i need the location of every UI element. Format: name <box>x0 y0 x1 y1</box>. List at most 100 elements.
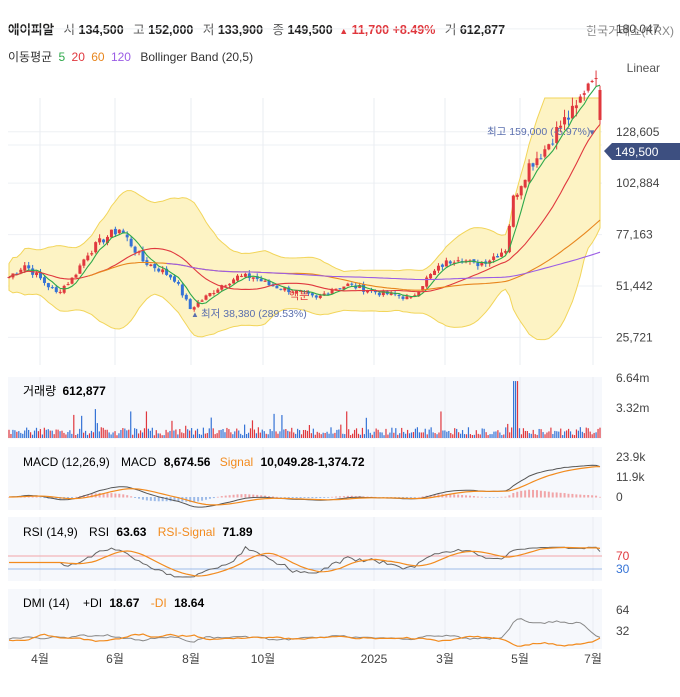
candle-body <box>283 287 287 291</box>
volume-bar <box>240 433 242 438</box>
volume-bar <box>560 428 562 438</box>
volume-bar <box>446 431 448 438</box>
x-tick-label: 4월 <box>31 652 49 666</box>
volume-bar <box>352 433 354 438</box>
volume-bar <box>526 431 528 438</box>
volume-bar <box>141 432 144 438</box>
macd-tick-label: 11.9k <box>616 470 645 484</box>
volume-bar <box>418 432 420 438</box>
volume-bar <box>98 431 100 438</box>
x-tick-label: 8월 <box>182 652 200 666</box>
macd-histogram-bar <box>228 495 231 498</box>
volume-bar <box>405 433 407 438</box>
candle-body <box>188 299 192 310</box>
volume-bar <box>100 427 102 438</box>
macd-histogram-bar <box>106 493 109 498</box>
price-tick-label: 180,047 <box>616 22 660 36</box>
macd-histogram-bar <box>382 497 385 498</box>
volume-bar <box>96 423 98 438</box>
volume-bar <box>377 429 379 438</box>
macd-histogram-bar <box>559 492 562 498</box>
candle-body <box>113 228 117 235</box>
candle-body <box>590 81 594 83</box>
macd-histogram-value: -1,374.72 <box>314 455 365 469</box>
volume-bar <box>136 428 138 438</box>
volume-bar <box>31 434 34 438</box>
rsi-panel-title: RSI (14,9) RSI 63.63 RSI-Signal 71.89 <box>23 525 253 539</box>
volume-bar <box>385 428 387 438</box>
volume-bar <box>173 430 175 438</box>
volume-bar <box>77 433 79 438</box>
candle-body <box>259 278 263 282</box>
volume-bar <box>14 430 16 438</box>
candle-body <box>157 268 161 272</box>
volume-bar <box>371 434 373 438</box>
macd-histogram-bar <box>413 497 416 498</box>
candle-body <box>172 276 176 282</box>
volume-bar <box>269 429 271 438</box>
macd-histogram-bar <box>500 496 503 498</box>
volume-bar <box>548 431 550 438</box>
candle-body <box>39 272 43 279</box>
volume-bar <box>501 435 503 438</box>
macd-histogram-bar <box>216 496 219 498</box>
volume-bar <box>236 428 238 438</box>
volume-bar <box>361 427 364 438</box>
volume-bar <box>26 427 28 438</box>
volume-bar <box>365 417 367 438</box>
volume-bar <box>544 434 546 438</box>
volume-bar <box>577 430 580 438</box>
volume-bar <box>473 434 475 438</box>
volume-bar <box>330 427 332 438</box>
candle-body <box>7 276 11 278</box>
macd-histogram-bar <box>319 497 322 499</box>
candle-body <box>362 284 366 292</box>
volume-bar <box>585 427 587 438</box>
candle-body <box>212 293 216 295</box>
indicator-legend[interactable]: 이동평균 5 20 60 120 Bollinger Band (20,5) <box>8 48 253 65</box>
macd-histogram-bar <box>465 495 468 498</box>
volume-bar <box>45 429 47 438</box>
volume-bar <box>507 423 509 438</box>
volume-bar <box>285 429 287 438</box>
macd-histogram-bar <box>331 496 334 498</box>
macd-histogram-bar <box>476 496 479 498</box>
minus-di-value: 18.64 <box>174 596 204 610</box>
macd-histogram-bar <box>567 493 570 498</box>
volume-bar <box>234 431 236 438</box>
candle-body <box>291 292 295 294</box>
volume-bar <box>426 434 428 438</box>
volume-bar <box>267 434 269 438</box>
volume-bar <box>432 432 434 438</box>
candle-body <box>366 290 370 293</box>
scale-mode-button[interactable]: Linear <box>626 61 660 75</box>
macd-histogram-bar <box>268 496 271 498</box>
volume-bar <box>8 429 10 438</box>
volume-bar <box>132 434 134 438</box>
macd-histogram-bar <box>524 490 527 498</box>
volume-tick-label: 3.32m <box>616 401 649 415</box>
macd-histogram-bar <box>492 497 495 498</box>
macd-histogram-bar <box>193 497 196 503</box>
candle-body <box>255 276 259 279</box>
volume-bar <box>169 430 171 438</box>
macd-histogram-bar <box>197 497 200 502</box>
macd-histogram-bar <box>555 492 558 498</box>
volume-bar <box>332 433 334 438</box>
macd-histogram-bar <box>405 497 408 498</box>
volume-bar <box>401 427 403 438</box>
volume-bar <box>10 433 12 438</box>
macd-histogram-bar <box>224 495 227 498</box>
macd-histogram-bar <box>587 494 590 498</box>
volume-bar <box>59 431 61 438</box>
candle-body <box>421 286 425 291</box>
volume-bar <box>340 424 342 438</box>
macd-histogram-bar <box>484 497 487 498</box>
macd-histogram-bar <box>126 495 129 498</box>
volume-bar <box>487 435 489 438</box>
volume-bar <box>165 429 167 438</box>
volume-bar <box>489 434 491 438</box>
volume-bar <box>542 432 544 438</box>
macd-histogram-bar <box>291 497 294 499</box>
